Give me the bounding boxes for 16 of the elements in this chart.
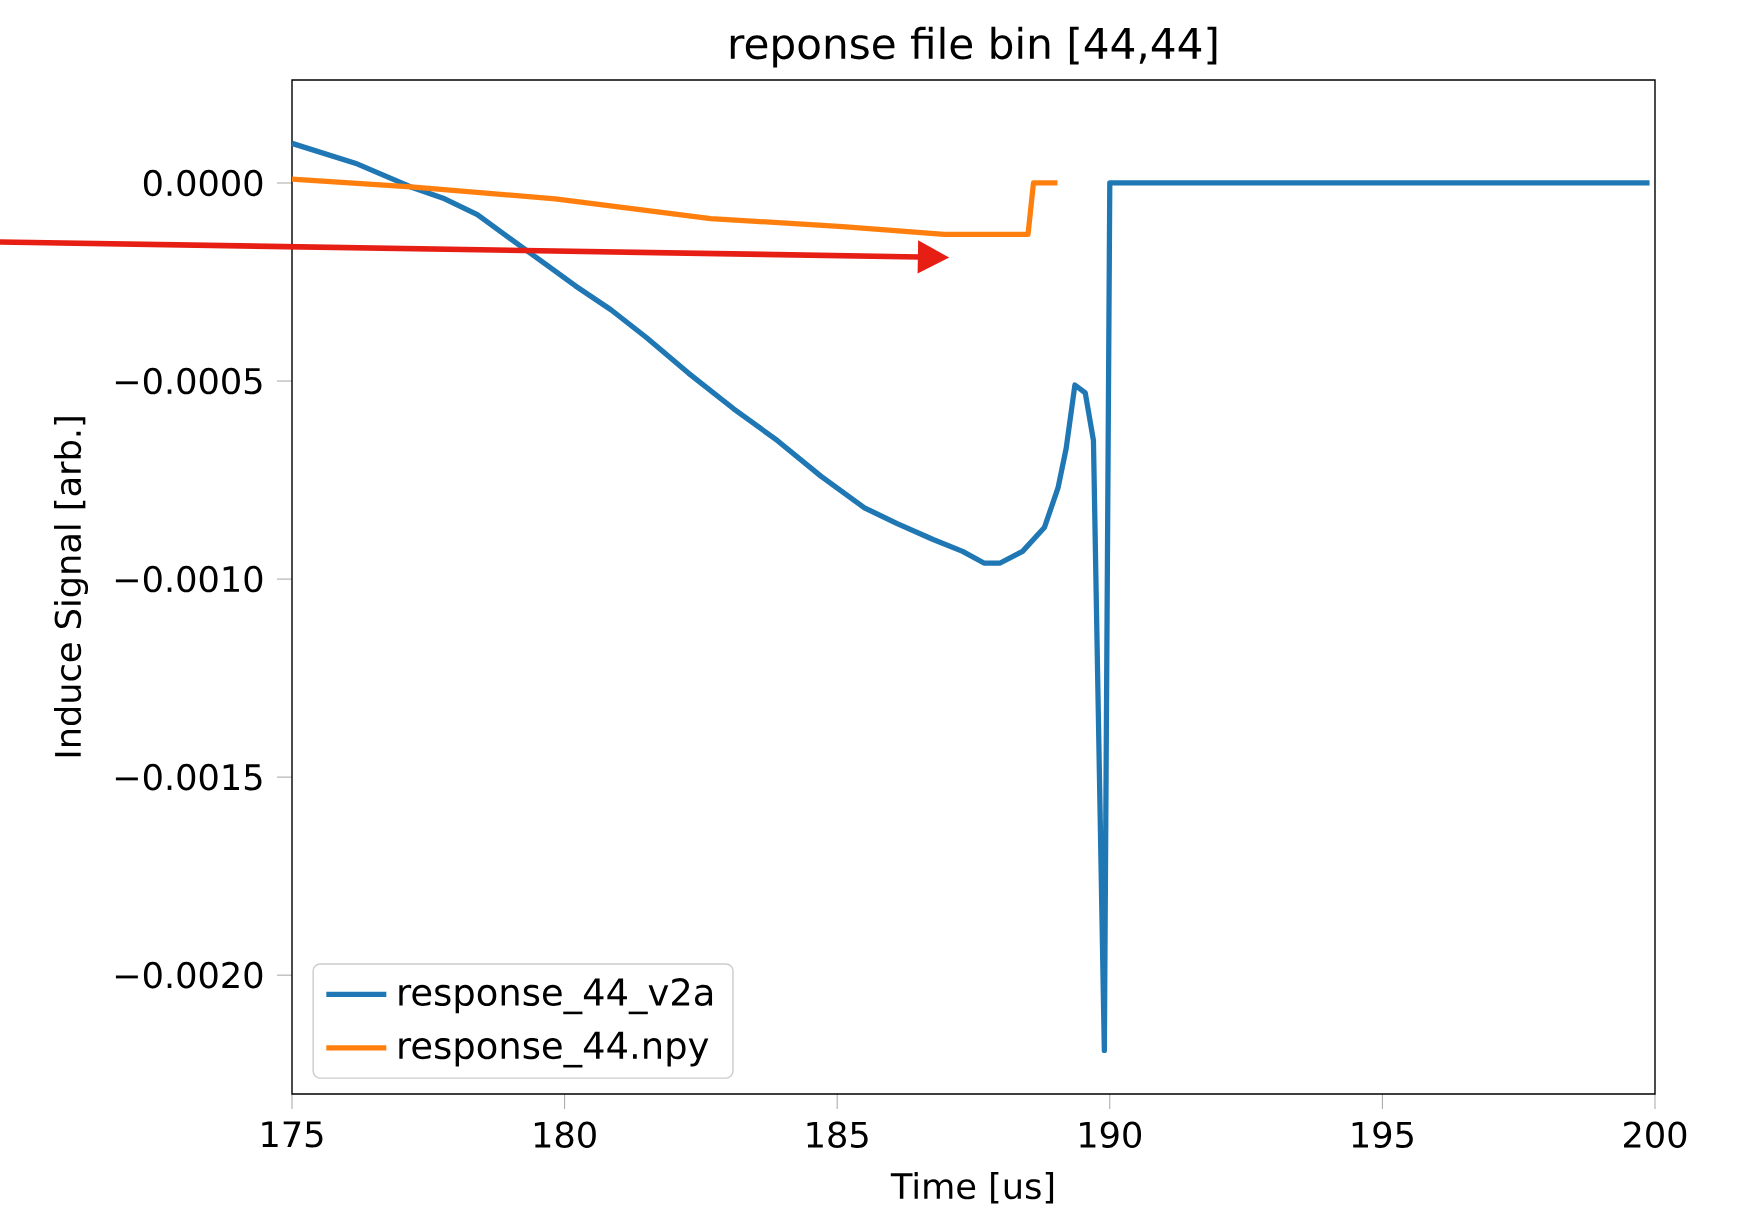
y-tick-label: −0.0010 (115, 565, 263, 593)
x-tick-label: 185 (807, 1121, 868, 1149)
legend-label: response_44.npy (399, 1031, 709, 1068)
y-tick-label: −0.0005 (115, 367, 262, 395)
x-tick-label: 175 (262, 1121, 323, 1148)
x-axis-title: Time [us] (890, 1172, 1054, 1204)
y-tick-label: −0.0020 (115, 961, 263, 989)
y-axis-title: Induce Signal [arb.] (53, 417, 89, 757)
x-tick-label: 195 (1352, 1121, 1413, 1149)
chart-title: reponse file bin [44,44] (730, 26, 1217, 68)
x-tick-label: 200 (1624, 1121, 1687, 1149)
y-tick-label: −0.0015 (115, 763, 262, 791)
x-tick-label: 180 (534, 1121, 596, 1149)
y-tick-label: 0.0000 (143, 169, 263, 197)
legend-label: response_44_v2a (399, 978, 713, 1015)
x-tick-label: 190 (1080, 1121, 1142, 1149)
